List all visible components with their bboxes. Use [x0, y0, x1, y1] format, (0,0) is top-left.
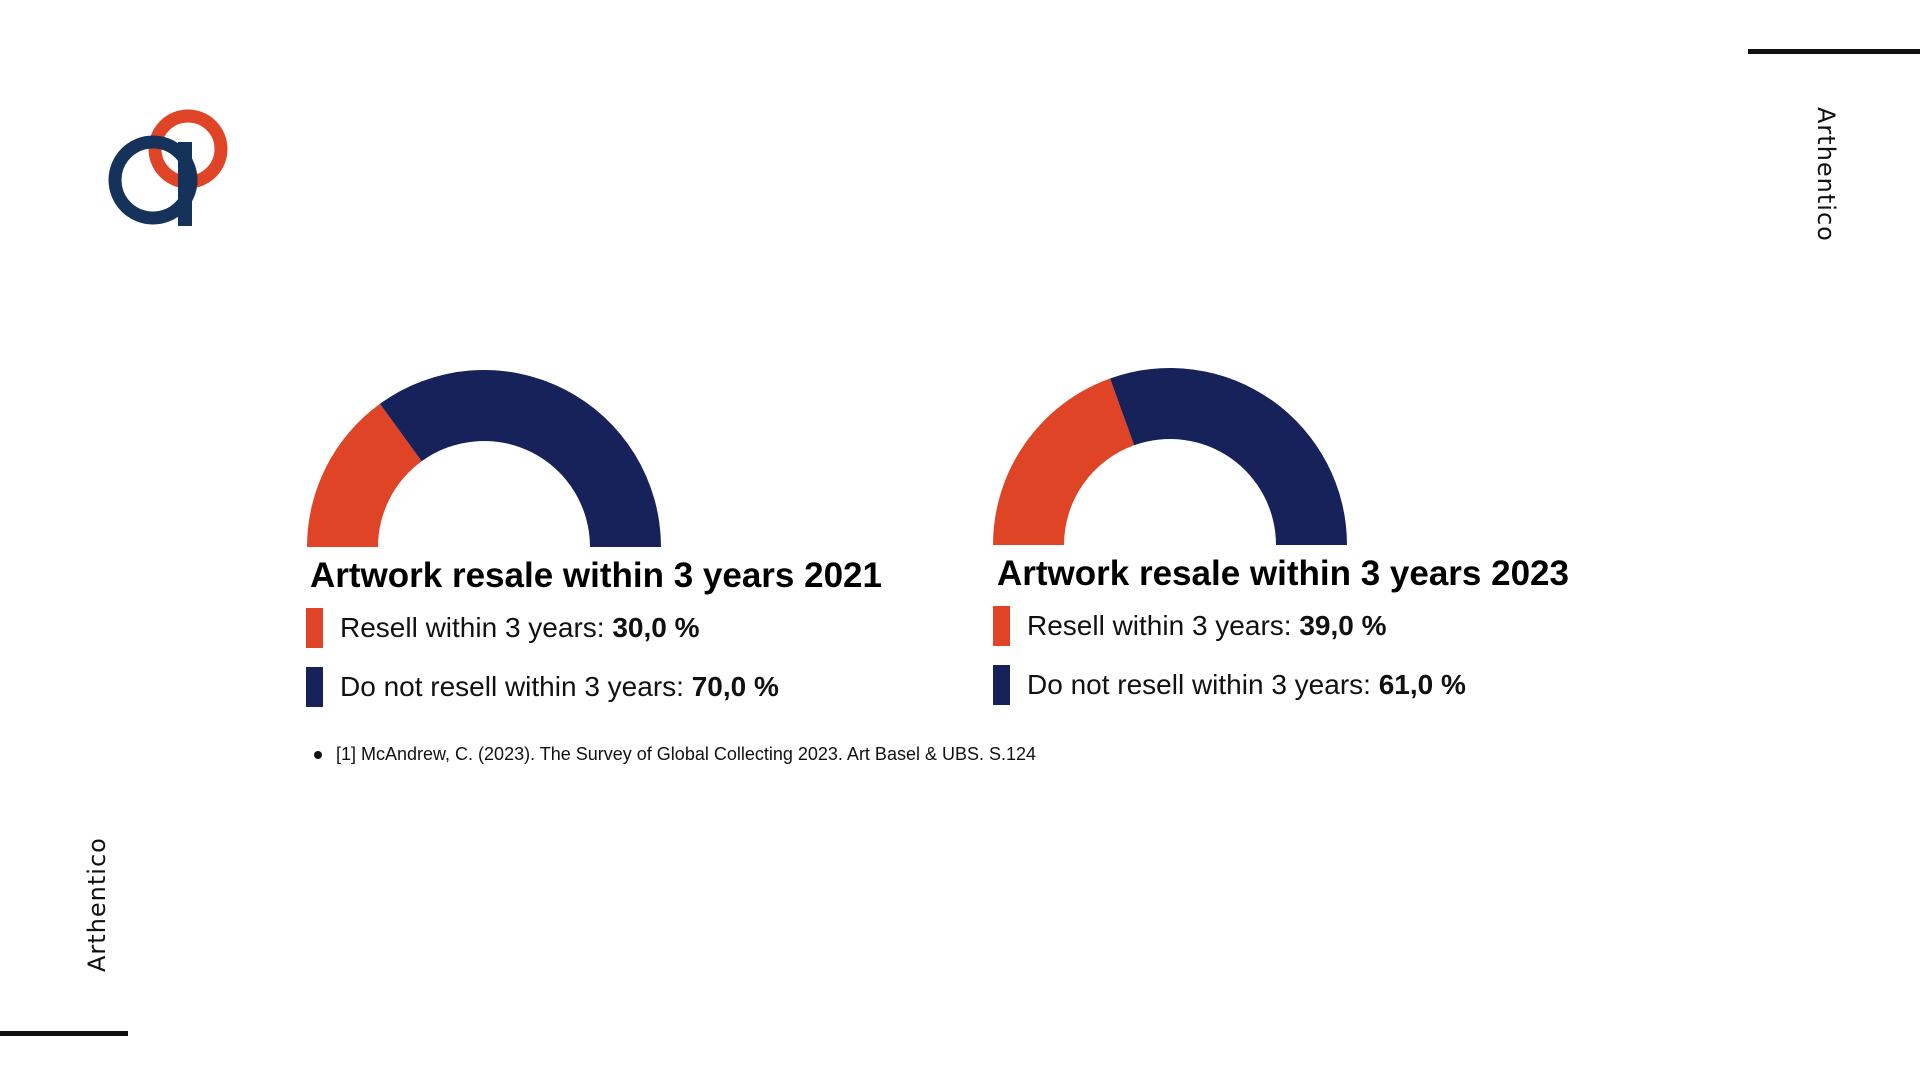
legend-label: Do not resell within 3 years	[340, 671, 677, 702]
legend-swatch-orange	[306, 608, 323, 648]
half-donut-chart-2021	[307, 370, 661, 547]
legend-item-resell: Resell within 3 years: 39,0 %	[993, 606, 1673, 646]
legend-item-not-resell: Do not resell within 3 years: 70,0 %	[306, 667, 986, 707]
legend-swatch-navy	[306, 667, 323, 707]
chart-panel-2021: Artwork resale within 3 years 2021 Resel…	[306, 556, 986, 726]
legend-label: Resell within 3 years	[340, 612, 597, 643]
bullet-icon	[314, 750, 322, 759]
chart-title: Artwork resale within 3 years 2021	[310, 556, 882, 595]
legend-swatch-orange	[993, 606, 1010, 646]
chart-panel-2023: Artwork resale within 3 years 2023 Resel…	[993, 554, 1673, 724]
legend-item-not-resell: Do not resell within 3 years: 61,0 %	[993, 665, 1673, 705]
legend-label: Resell within 3 years	[1027, 610, 1284, 641]
footnote-text: [1] McAndrew, C. (2023). The Survey of G…	[336, 744, 1037, 764]
donut-segment-not-resell	[1110, 368, 1347, 545]
legend-value: 70,0 %	[691, 671, 779, 702]
donut-segment-resell	[307, 403, 422, 547]
chart-title: Artwork resale within 3 years 2023	[997, 554, 1569, 593]
legend-value: 39,0 %	[1299, 610, 1387, 641]
bottom-left-rule	[0, 1031, 128, 1036]
arthentico-logo	[108, 109, 228, 226]
source-footnote: [1] McAndrew, C. (2023). The Survey of G…	[314, 744, 1036, 765]
legend-value: 61,0 %	[1378, 669, 1466, 700]
legend-label: Do not resell within 3 years	[1027, 669, 1364, 700]
brand-name-right: Arthentico	[1812, 107, 1840, 242]
top-right-rule	[1748, 49, 1920, 54]
legend-value: 30,0 %	[612, 612, 700, 643]
donut-segment-not-resell	[379, 370, 661, 547]
half-donut-chart-2023	[993, 368, 1347, 545]
legend-item-resell: Resell within 3 years: 30,0 %	[306, 608, 986, 648]
logo-navy-stem	[178, 142, 192, 226]
brand-name-left: Arthentico	[83, 837, 111, 972]
legend-swatch-navy	[993, 665, 1010, 705]
donut-segment-resell	[993, 378, 1135, 545]
